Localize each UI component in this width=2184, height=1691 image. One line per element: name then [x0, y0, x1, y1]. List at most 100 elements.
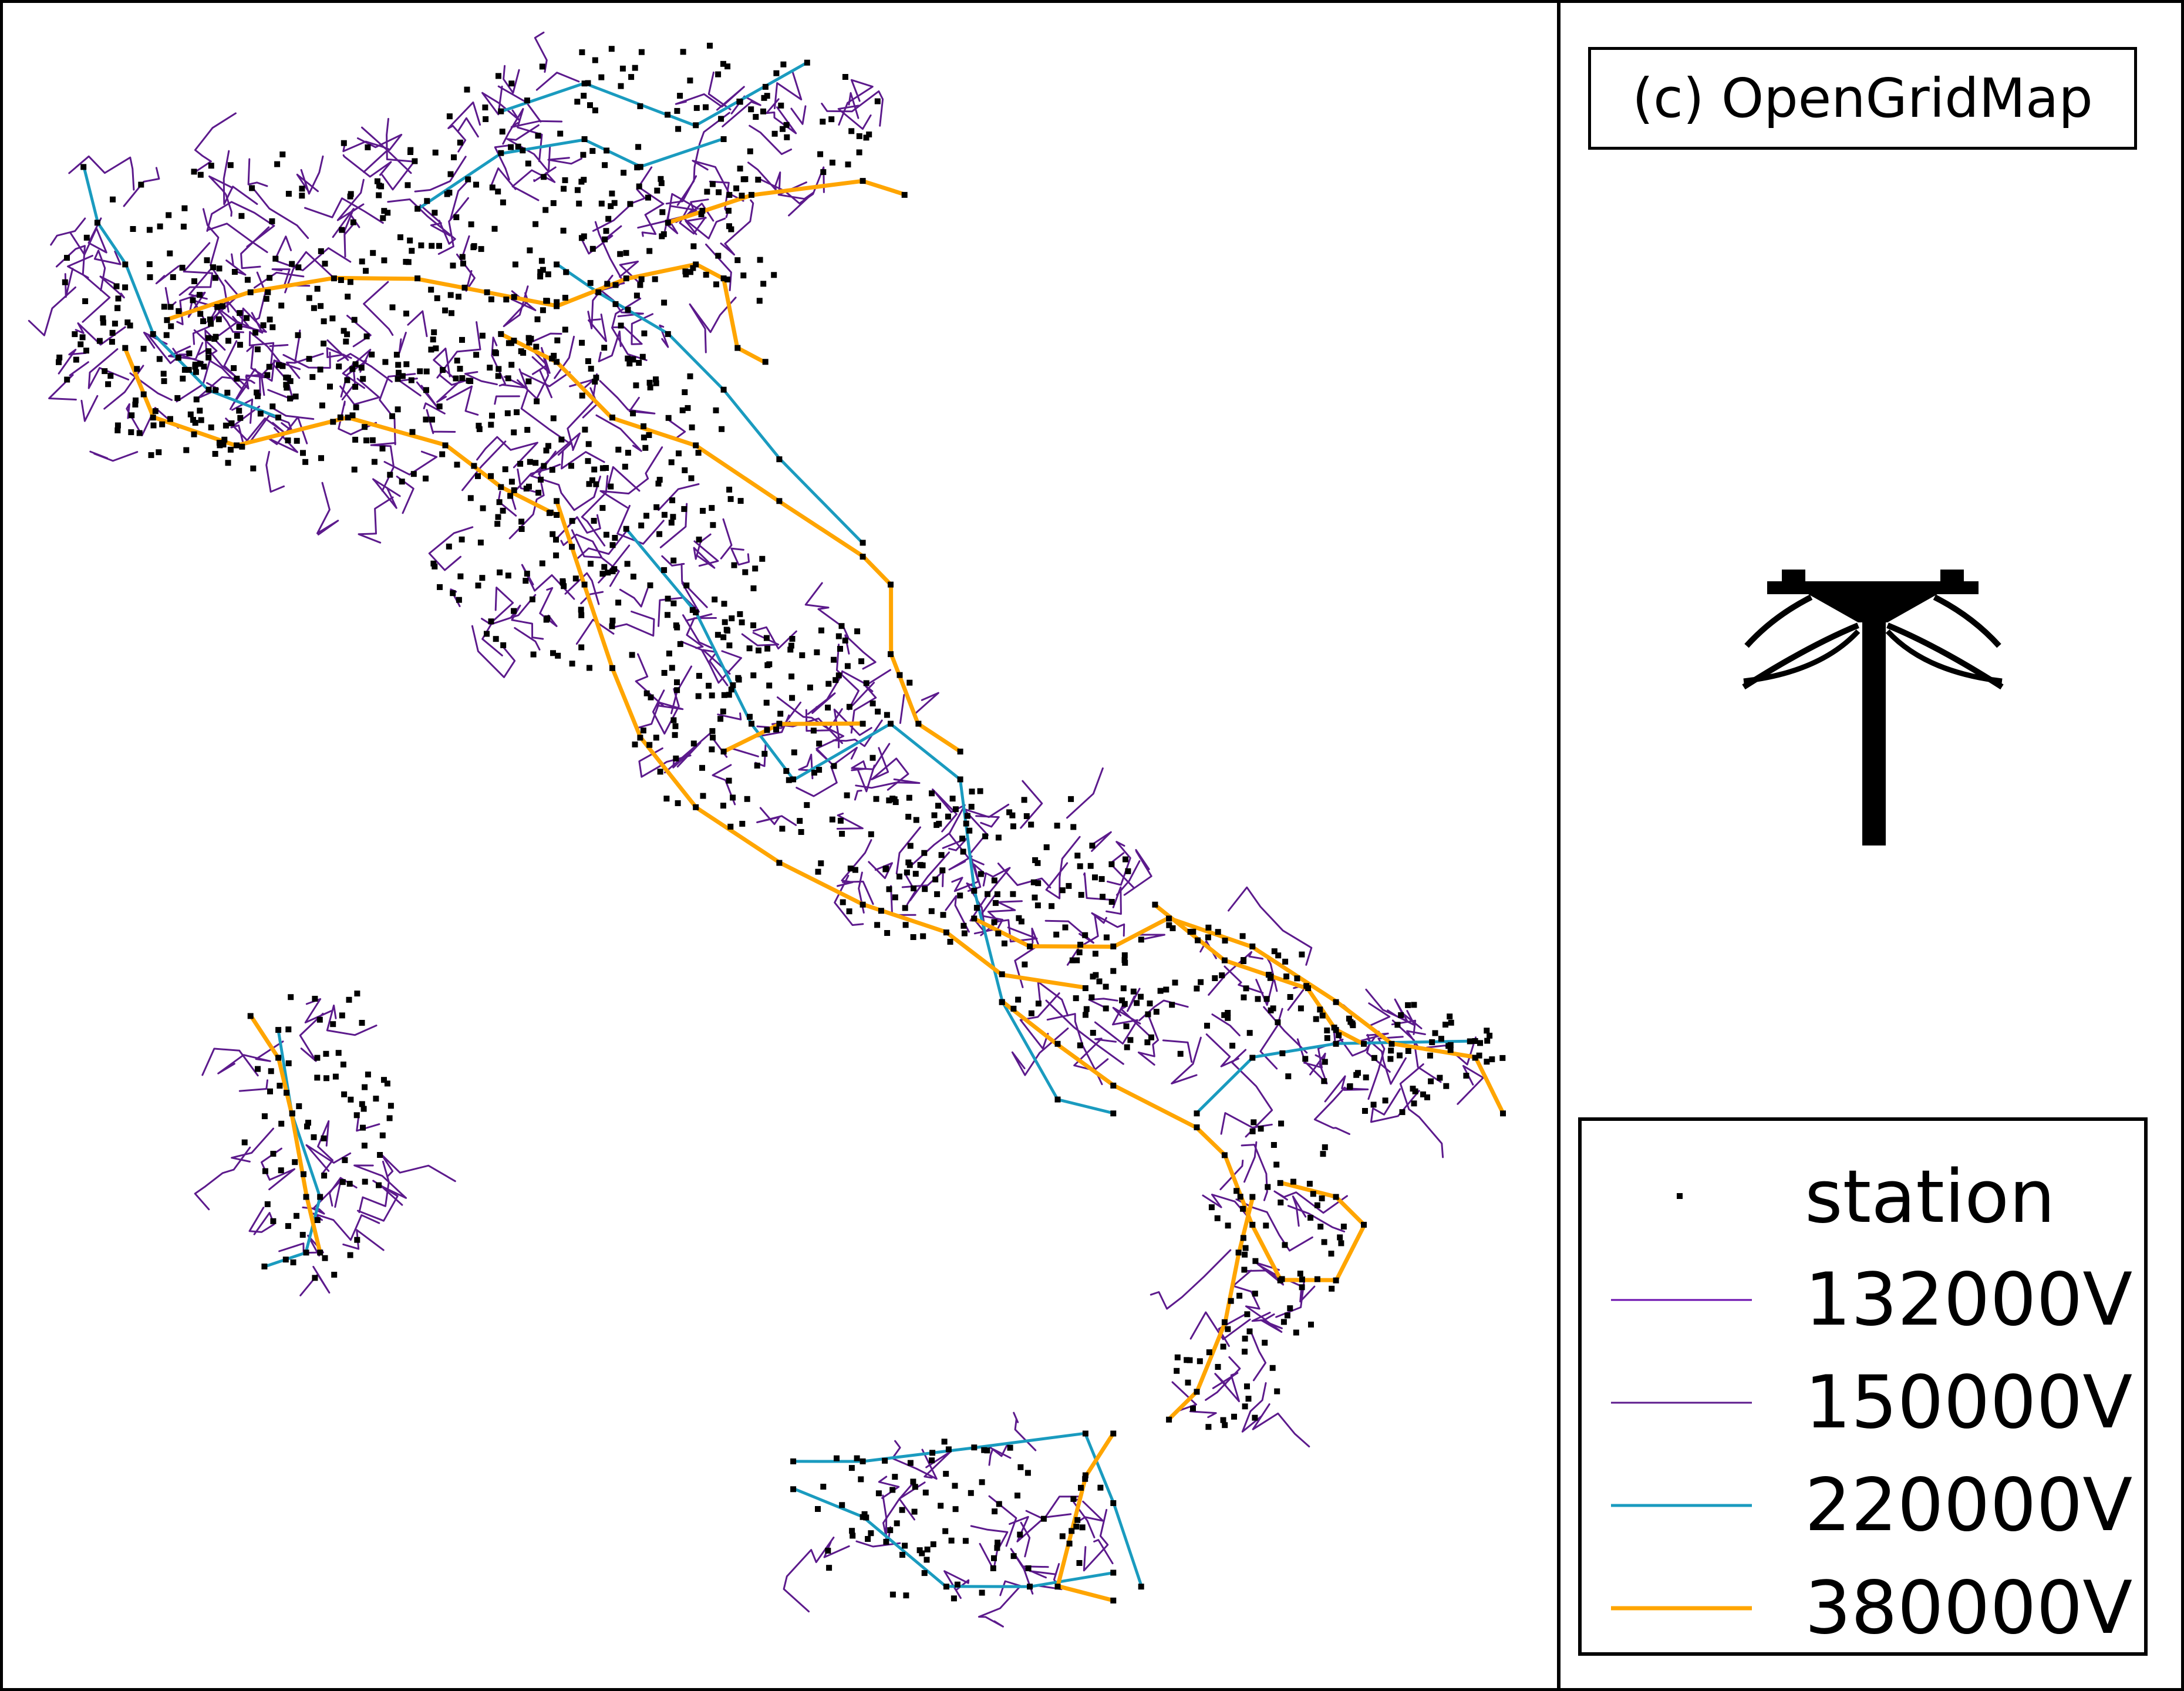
station-marker — [637, 164, 643, 170]
station-marker — [508, 362, 515, 368]
station-marker — [1205, 924, 1212, 931]
station-marker — [658, 176, 664, 182]
station-marker — [1024, 1470, 1031, 1476]
station-marker — [699, 207, 706, 214]
power-line — [774, 71, 803, 109]
power-grid-map[interactable] — [0, 0, 1557, 1691]
station-marker — [788, 673, 795, 680]
power-line — [533, 166, 557, 182]
station-marker — [904, 869, 910, 875]
legend-item-380kv: 380000V — [1582, 1558, 2144, 1658]
station-marker — [168, 323, 174, 329]
station-marker — [1187, 1357, 1193, 1363]
station-marker — [1265, 1184, 1271, 1190]
station-marker — [787, 646, 794, 653]
station-marker — [865, 1536, 871, 1542]
station-marker — [655, 480, 662, 487]
station-marker — [588, 561, 594, 567]
station-marker — [957, 749, 963, 754]
station-marker — [198, 417, 204, 423]
power-line — [503, 285, 529, 328]
station-marker — [623, 250, 629, 256]
station-marker — [109, 329, 116, 336]
station-marker — [197, 311, 204, 317]
station-marker — [1035, 1001, 1042, 1007]
station-marker — [994, 891, 1000, 897]
station-marker — [1277, 1277, 1283, 1284]
power-line — [372, 478, 401, 509]
lines-380kv — [123, 178, 1505, 1603]
station-marker — [825, 681, 832, 687]
station-marker — [100, 315, 106, 322]
station-marker — [892, 1474, 898, 1480]
station-marker — [358, 365, 365, 371]
station-marker — [744, 796, 750, 802]
station-marker — [285, 375, 291, 381]
station-marker — [167, 416, 173, 422]
station-marker — [992, 1508, 998, 1515]
station-marker — [278, 1167, 284, 1174]
station-marker — [720, 275, 727, 282]
station-marker — [1163, 986, 1169, 993]
station-marker — [1053, 931, 1060, 938]
station-marker — [818, 627, 824, 634]
power-line — [1457, 1065, 1484, 1105]
station-marker — [1123, 1023, 1130, 1029]
station-marker — [985, 891, 990, 897]
station-marker — [544, 615, 551, 622]
station-marker — [852, 867, 858, 873]
station-marker — [480, 505, 486, 511]
station-marker — [709, 728, 716, 735]
station-marker — [645, 194, 651, 201]
power-line — [1166, 1195, 1255, 1422]
station-marker — [321, 318, 327, 325]
station-marker — [277, 1083, 283, 1089]
station-marker — [1174, 1367, 1180, 1374]
station-marker — [742, 569, 749, 575]
station-marker — [193, 396, 200, 403]
station-marker — [554, 303, 560, 309]
station-marker — [157, 223, 163, 230]
station-marker — [1270, 1142, 1277, 1148]
station-marker — [818, 860, 824, 867]
power-line — [231, 398, 254, 424]
station-marker — [856, 149, 862, 156]
station-marker — [810, 727, 817, 734]
station-marker — [264, 1201, 271, 1207]
station-marker — [858, 658, 865, 665]
station-marker — [338, 277, 344, 283]
station-marker — [1355, 1070, 1361, 1076]
station-marker — [430, 560, 437, 567]
station-marker — [1371, 1055, 1377, 1061]
power-line — [871, 747, 909, 791]
station-marker — [347, 1252, 353, 1258]
power-line — [948, 855, 973, 871]
station-marker — [287, 378, 294, 385]
station-marker — [107, 373, 114, 379]
station-marker — [928, 908, 935, 914]
station-marker — [960, 848, 966, 855]
station-marker — [500, 199, 506, 206]
station-marker — [497, 569, 503, 575]
station-marker — [804, 59, 810, 66]
station-marker — [453, 375, 459, 382]
station-marker — [1294, 975, 1300, 982]
station-marker — [317, 366, 323, 373]
power-line — [99, 275, 125, 299]
power-line — [1205, 1356, 1241, 1401]
station-marker — [1424, 1094, 1430, 1100]
station-marker — [666, 651, 672, 656]
station-marker — [1079, 1524, 1086, 1531]
power-line — [1189, 1410, 1217, 1419]
station-marker — [888, 651, 894, 658]
station-marker — [500, 507, 506, 514]
station-marker — [408, 377, 414, 383]
station-marker — [1010, 891, 1016, 897]
station-marker — [899, 1507, 905, 1513]
station-marker — [1484, 1037, 1491, 1044]
station-marker — [1074, 853, 1081, 859]
station-marker — [906, 679, 913, 686]
station-marker — [1083, 1012, 1088, 1018]
station-marker — [1028, 1010, 1034, 1016]
station-marker — [591, 466, 598, 473]
